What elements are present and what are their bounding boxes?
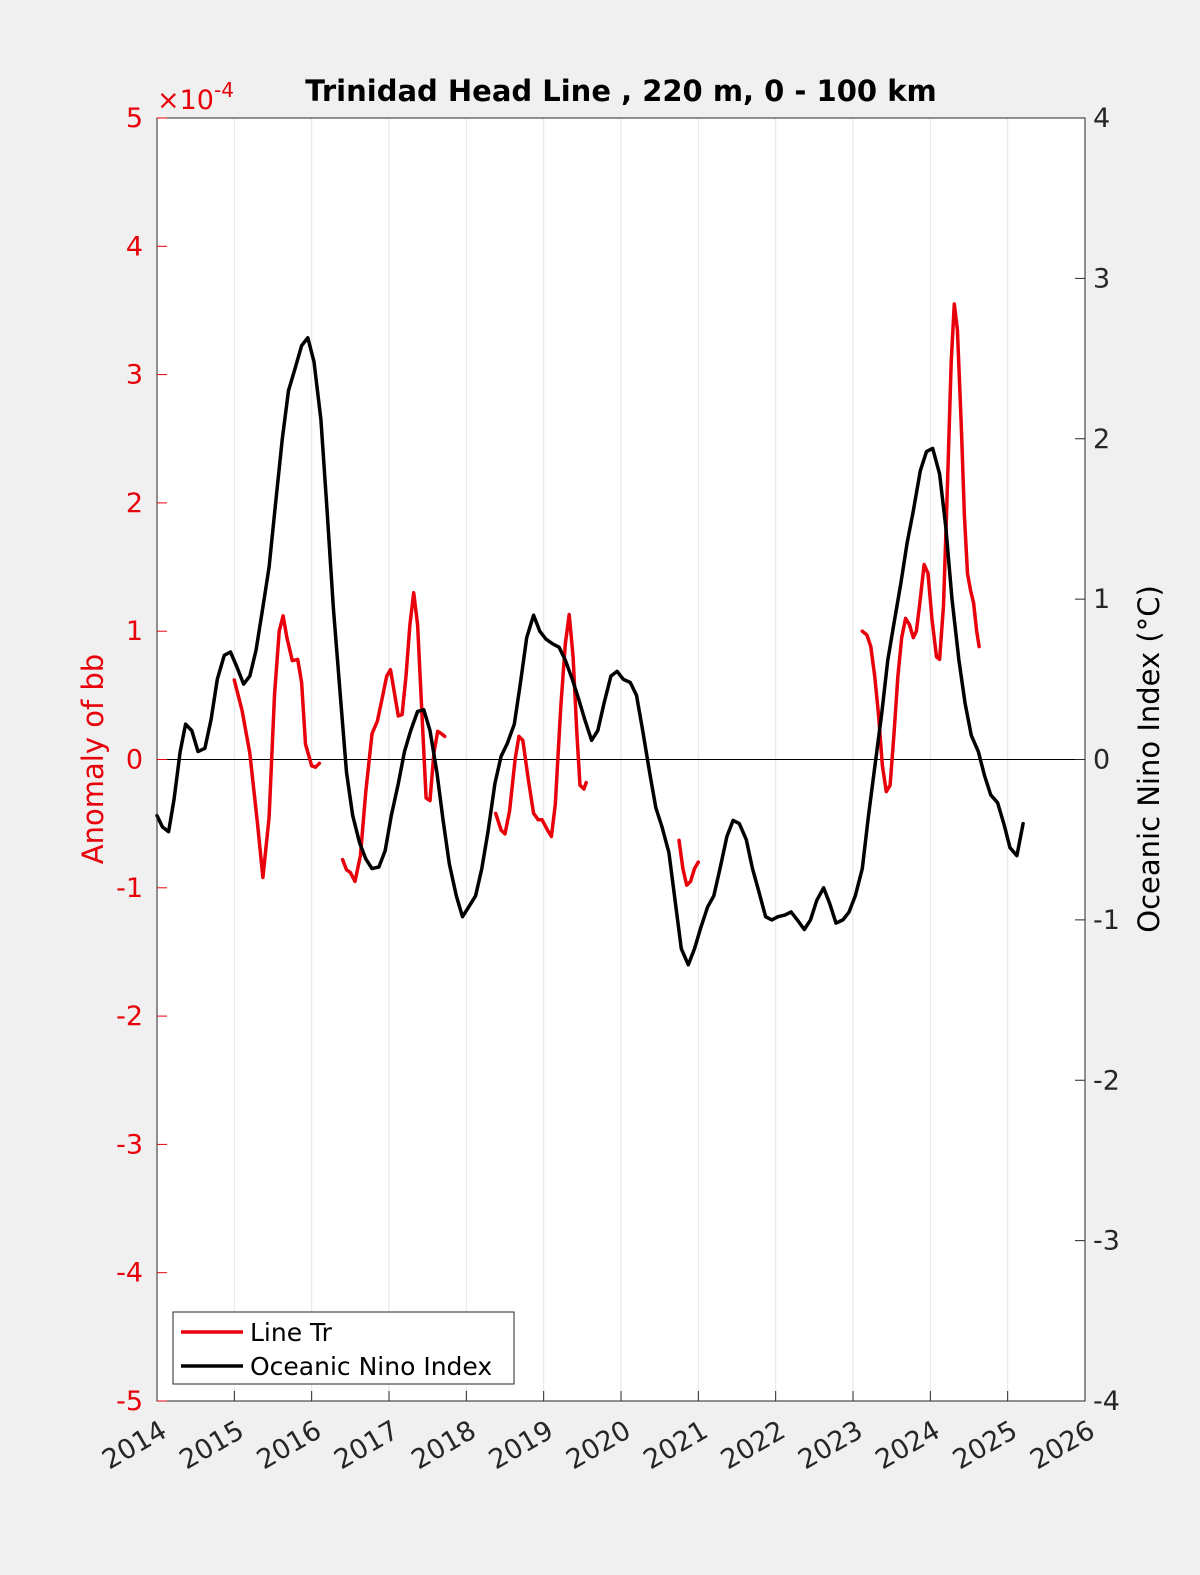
legend-label-line-tr: Line Tr xyxy=(250,1318,333,1347)
right-tick-label: -2 xyxy=(1093,1065,1120,1096)
left-tick-label: 3 xyxy=(126,360,143,391)
left-tick-label: 5 xyxy=(126,103,143,134)
x-tick-label: 2017 xyxy=(329,1415,404,1476)
right-tick-label: 1 xyxy=(1093,584,1110,615)
x-axis: 2014 2015 2016 2017 2018 2019 2020 2021 2022 2023… xyxy=(97,1391,1100,1476)
right-tick-label: -1 xyxy=(1093,905,1120,936)
left-tick-label: 2 xyxy=(126,488,143,519)
x-tick-label: 2018 xyxy=(406,1415,481,1476)
right-axis-label: Oceanic Nino Index (°C) xyxy=(1132,585,1166,933)
x-tick-label: 2021 xyxy=(638,1415,713,1476)
left-tick-label: 0 xyxy=(126,745,143,776)
x-tick-label: 2022 xyxy=(716,1415,791,1476)
right-axis: -4 -3 -2 -1 0 1 2 3 4 xyxy=(1075,103,1120,1417)
x-tick-label: 2023 xyxy=(793,1415,868,1476)
left-axis-label: Anomaly of bb xyxy=(76,654,110,864)
left-tick-label: -3 xyxy=(116,1129,143,1160)
series-layer xyxy=(155,302,1025,967)
legend-box xyxy=(172,1311,515,1385)
x-tick-label: 2015 xyxy=(174,1415,249,1476)
x-tick-label: 2016 xyxy=(252,1415,327,1476)
left-axis: -5 -4 -3 -2 -1 0 1 2 3 4 5 xyxy=(116,103,167,1417)
exponent-power: -4 xyxy=(214,78,234,102)
series-line-tr-segment xyxy=(860,302,981,794)
x-tick-label: 2025 xyxy=(948,1415,1023,1476)
x-tick-label: 2024 xyxy=(870,1415,945,1476)
right-tick-label: 3 xyxy=(1093,263,1110,294)
left-tick-label: -1 xyxy=(116,873,143,904)
right-tick-label: -4 xyxy=(1093,1386,1120,1417)
legend: Line Tr Oceanic Nino Index xyxy=(172,1311,515,1385)
right-tick-label: 2 xyxy=(1093,424,1110,455)
x-tick-label: 2026 xyxy=(1025,1415,1100,1476)
x-tick-label: 2014 xyxy=(97,1415,172,1476)
series-line-tr-segment xyxy=(340,590,447,884)
series-line-tr-segment xyxy=(493,612,588,839)
left-tick-label: -2 xyxy=(116,1001,143,1032)
x-tick-label: 2019 xyxy=(484,1415,559,1476)
chart-title: Trinidad Head Line , 220 m, 0 - 100 km xyxy=(305,74,936,108)
series-line-tr-segment xyxy=(232,614,322,880)
left-tick-label: 1 xyxy=(126,616,143,647)
left-tick-label: 4 xyxy=(126,231,143,262)
exponent-base: ×10 xyxy=(157,85,214,116)
legend-label-oni: Oceanic Nino Index xyxy=(250,1352,492,1381)
left-tick-label: -4 xyxy=(116,1258,143,1289)
series-oceanic-nino-index xyxy=(155,335,1025,967)
right-tick-label: 4 xyxy=(1093,103,1110,134)
left-tick-label: -5 xyxy=(116,1386,143,1417)
right-tick-label: 0 xyxy=(1093,745,1110,776)
left-axis-exponent: ×10-4 xyxy=(157,78,234,116)
x-tick-label: 2020 xyxy=(561,1415,636,1476)
right-tick-label: -3 xyxy=(1093,1226,1120,1257)
series-line-tr-segment xyxy=(677,838,701,887)
